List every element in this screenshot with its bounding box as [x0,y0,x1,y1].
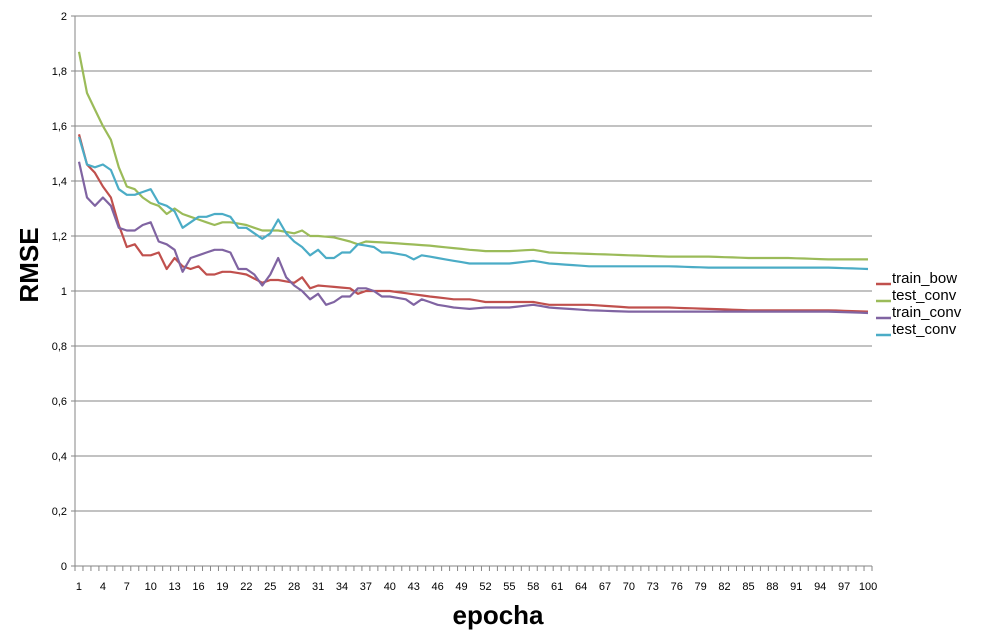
x-tick-label: 97 [838,581,850,593]
y-tick-label: 0,4 [52,451,67,463]
y-tick-label: 1 [61,286,67,298]
legend-label: test_conv [892,321,957,338]
x-tick-label: 34 [336,581,348,593]
y-tick-label: 1,8 [52,66,67,78]
axes [71,15,873,571]
y-tick-label: 0,6 [52,396,67,408]
x-tick-label: 91 [790,581,802,593]
x-tick-label: 76 [671,581,683,593]
x-tick-label: 49 [455,581,467,593]
x-tick-label: 82 [718,581,730,593]
y-tick-labels: 0 0,2 0,4 0,6 0,8 1 1,2 1,4 1,6 1,8 2 [52,11,67,573]
x-tick-label: 16 [192,581,204,593]
y-tick-label: 2 [61,11,67,23]
x-tick-label: 100 [859,581,877,593]
x-tick-label: 37 [360,581,372,593]
series-line-train-conv [77,161,869,315]
x-tick-label: 1 [76,581,82,593]
x-tick-label: 40 [384,581,396,593]
x-tick-label: 46 [432,581,444,593]
x-tick-label: 22 [240,581,252,593]
y-tick-label: 1,6 [52,121,67,133]
x-tick-label: 7 [124,581,130,593]
x-tick-label: 19 [216,581,228,593]
x-tick-label: 61 [551,581,563,593]
x-tick-label: 94 [814,581,826,593]
legend-label: train_bow [892,270,957,287]
y-axis-title: RMSE [14,227,44,302]
x-axis-title: epocha [452,600,544,630]
x-tick-label: 88 [766,581,778,593]
x-tick-label: 28 [288,581,300,593]
series-line-test-conv [77,51,868,261]
x-tick-label: 25 [264,581,276,593]
x-tick-label: 70 [623,581,635,593]
y-tick-label: 1,2 [52,231,67,243]
x-tick-label: 52 [479,581,491,593]
y-tick-label: 0 [61,561,67,573]
x-tick-label: 55 [503,581,515,593]
y-tick-label: 0,8 [52,341,67,353]
x-tick-label: 64 [575,581,587,593]
series-line-train-bow [77,134,869,313]
legend-label: test_conv [892,287,957,304]
x-tick-label: 73 [647,581,659,593]
x-tick-label: 10 [145,581,157,593]
x-tick-label: 58 [527,581,539,593]
x-tick-label: 85 [742,581,754,593]
x-tick-label: 79 [695,581,707,593]
x-tick-label: 67 [599,581,611,593]
legend-label: train_conv [892,304,962,321]
series-line-test-conv [77,136,869,271]
series-lines [77,51,869,315]
gridlines [75,15,872,512]
x-tick-label: 4 [100,581,106,593]
x-tick-label: 43 [408,581,420,593]
x-tick-label: 31 [312,581,324,593]
y-tick-label: 1,4 [52,176,67,188]
y-tick-label: 0,2 [52,506,67,518]
x-tick-label: 13 [169,581,181,593]
x-tick-labels: 1 4 7 10 13 16 19 22 25 28 31 34 37 40 43 46 49 52 55 58 61 6… [76,581,877,593]
